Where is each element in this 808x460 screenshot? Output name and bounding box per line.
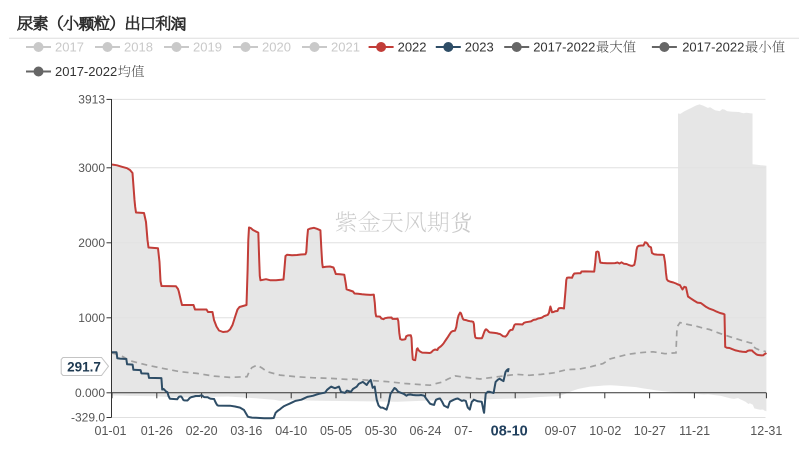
svg-text:291.7: 291.7 [67, 359, 101, 374]
svg-text:3913: 3913 [78, 92, 105, 106]
svg-text:2023: 2023 [465, 40, 494, 55]
svg-text:3000: 3000 [78, 161, 105, 175]
svg-text:2000: 2000 [78, 236, 105, 250]
svg-text:0.000: 0.000 [75, 386, 105, 400]
svg-text:2017-2022: 2017-2022 [55, 64, 117, 79]
svg-text:05-30: 05-30 [365, 424, 397, 438]
svg-text:09-07: 09-07 [545, 424, 577, 438]
svg-text:04-10: 04-10 [275, 424, 307, 438]
svg-text:10-27: 10-27 [634, 424, 666, 438]
svg-text:2017-2022: 2017-2022 [682, 40, 744, 55]
svg-text:08-10: 08-10 [491, 424, 528, 440]
svg-text:05-05: 05-05 [320, 424, 352, 438]
svg-text:2022: 2022 [398, 40, 427, 55]
svg-text:01-01: 01-01 [95, 424, 127, 438]
svg-text:06-24: 06-24 [410, 424, 442, 438]
svg-text:2017: 2017 [55, 40, 84, 55]
svg-text:03-16: 03-16 [230, 424, 262, 438]
svg-text:01-26: 01-26 [141, 424, 173, 438]
svg-text:1000: 1000 [78, 311, 105, 325]
svg-text:2020: 2020 [262, 40, 291, 55]
svg-text:11-21: 11-21 [679, 424, 710, 438]
svg-text:2018: 2018 [124, 40, 153, 55]
svg-text:2019: 2019 [193, 40, 222, 55]
svg-text:12-31: 12-31 [750, 424, 782, 438]
svg-text:2017-2022: 2017-2022 [533, 40, 595, 55]
svg-text:2021: 2021 [331, 40, 360, 55]
svg-text:10-02: 10-02 [589, 424, 621, 438]
svg-text:02-20: 02-20 [186, 424, 218, 438]
svg-text:-329.0: -329.0 [71, 411, 105, 425]
